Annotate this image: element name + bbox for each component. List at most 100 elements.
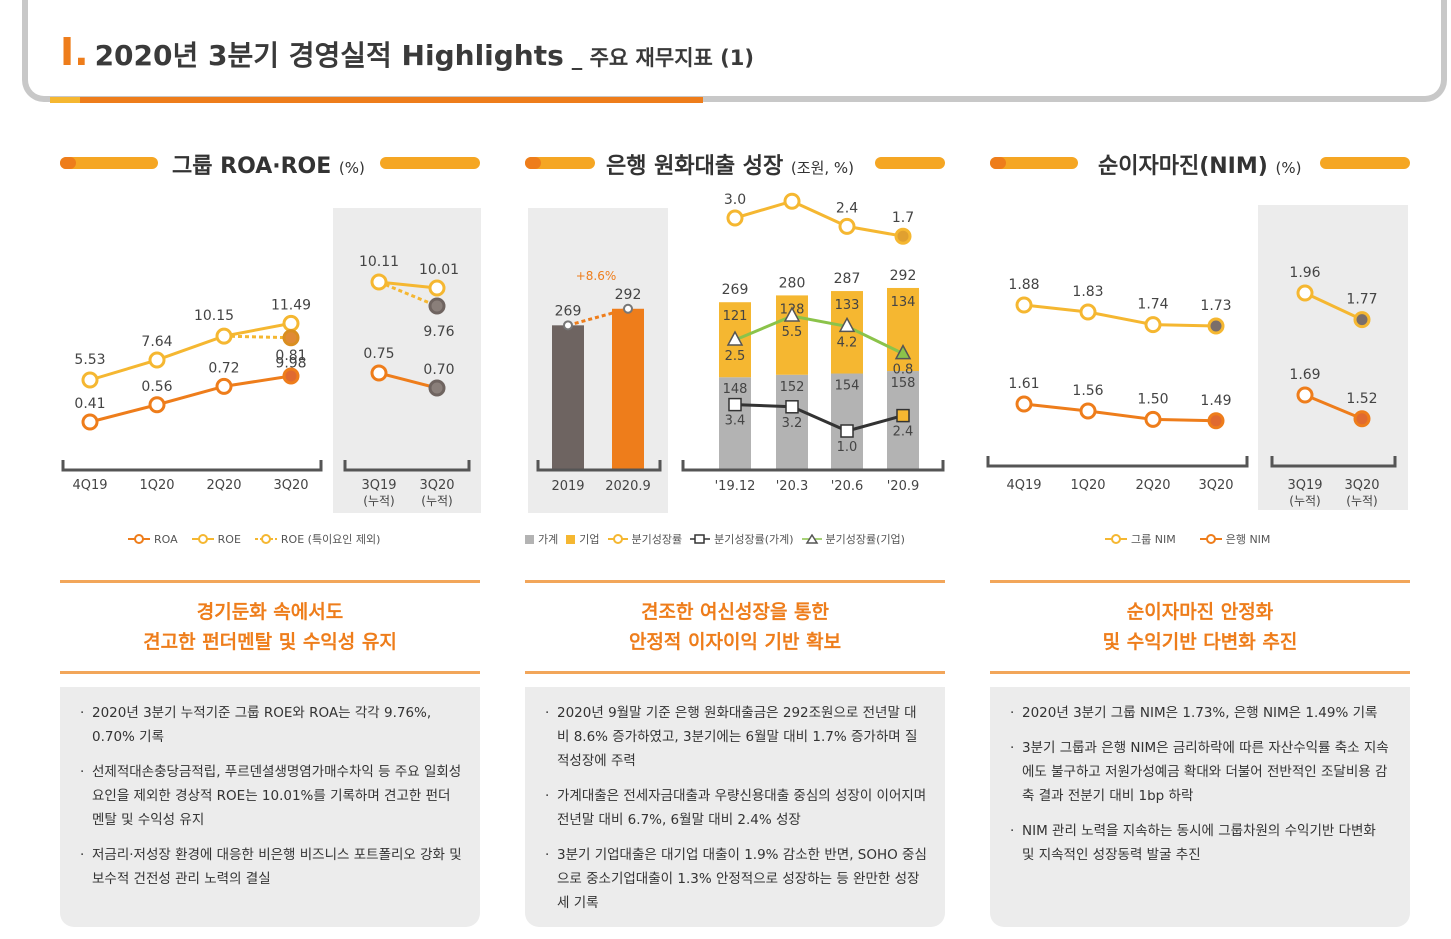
data-point (81, 413, 99, 431)
series-line (378, 280, 438, 308)
axis-bracket (1270, 456, 1397, 468)
data-point (1296, 284, 1314, 302)
summary-box-roa: 2020년 3분기 누적기준 그룹 ROE와 ROA는 각각 9.76%, 0.… (60, 687, 480, 927)
panel-title-roa: 그룹 ROA·ROE (%) (172, 154, 365, 179)
series-line (567, 307, 629, 327)
axis-bracket (343, 460, 471, 472)
data-label: 2Q20 (1135, 478, 1170, 493)
data-point (428, 279, 446, 297)
bar (612, 308, 644, 469)
data-label: 3Q20 (273, 478, 308, 493)
data-label: 2.4 (893, 425, 914, 440)
data-point (282, 367, 300, 385)
data-label: 292 (615, 287, 642, 303)
data-point (1144, 316, 1162, 334)
series-line (378, 280, 438, 290)
data-point (282, 329, 300, 347)
data-label: 269 (722, 282, 749, 298)
section-heading-loans: 견조한 여신성장을 통한 안정적 이자이익 기반 확보 (525, 580, 945, 674)
bullet-item: 2020년 3분기 누적기준 그룹 ROE와 ROA는 각각 9.76%, 0.… (80, 701, 462, 749)
data-label: 11.49 (271, 297, 311, 313)
title-bar-left (60, 157, 158, 169)
data-label: 152 (780, 380, 805, 395)
data-point (1144, 410, 1162, 428)
data-label: 0.70 (423, 362, 454, 378)
data-label: 1.73 (1200, 298, 1231, 314)
data-label: 1.96 (1289, 265, 1320, 281)
title-bar-right (1320, 157, 1410, 169)
legend-item: 기업 (566, 531, 600, 547)
bullet-item: 3분기 그룹과 은행 NIM은 금리하락에 따른 자산수익률 축소 지속에도 불… (1010, 736, 1392, 808)
data-label: 0.72 (208, 360, 239, 376)
data-label: 0.81 (275, 348, 306, 364)
data-label: 3.2 (782, 416, 803, 431)
legend-nim: 그룹 NIM 은행 NIM (1105, 531, 1270, 547)
page-title: 2020년 3분기 경영실적 Highlights (94, 39, 564, 72)
axis-bracket (986, 456, 1249, 468)
data-label: 0.8 (893, 363, 914, 378)
data-point (1079, 303, 1097, 321)
data-label: 154 (835, 379, 860, 394)
series-line (1023, 402, 1217, 423)
data-point (838, 217, 856, 235)
summary-box-loans: 2020년 9월말 기준 은행 원화대출금은 292조원으로 전년말 대비 8.… (525, 687, 945, 927)
bar (552, 325, 584, 469)
data-label: 7.64 (141, 334, 172, 350)
data-point (215, 377, 233, 395)
data-label: 292 (890, 268, 917, 284)
data-label: 1.74 (1137, 297, 1168, 313)
data-label: 121 (723, 309, 748, 324)
data-label: 4.2 (837, 335, 858, 350)
data-label: '20.3 (776, 479, 809, 494)
data-label: 1.0 (837, 440, 858, 455)
data-point (215, 327, 233, 345)
data-label: (누적) (363, 494, 394, 508)
bullet-item: 2020년 3분기 그룹 NIM은 1.73%, 은행 NIM은 1.49% 기… (1010, 701, 1392, 725)
series-line (223, 334, 292, 340)
data-label: 287 (834, 271, 861, 287)
data-label: 3Q20 (419, 478, 454, 493)
series-line (89, 374, 292, 424)
series-line (1304, 393, 1363, 421)
bullet-item: 2020년 9월말 기준 은행 원화대출금은 292조원으로 전년말 대비 8.… (545, 701, 927, 773)
data-point (81, 371, 99, 389)
data-label: 5.53 (74, 352, 105, 368)
data-label: '19.12 (715, 479, 756, 494)
title-bar-left (990, 157, 1078, 169)
data-label: 158 (891, 376, 916, 391)
series-line (89, 321, 292, 382)
data-label: 0.75 (363, 346, 394, 362)
data-label: 3Q20 (1344, 478, 1379, 493)
data-label: '20.9 (887, 479, 920, 494)
legend-item: ROE (특이요인 제외) (254, 531, 380, 547)
data-point (1207, 412, 1225, 430)
data-point (1015, 296, 1033, 314)
nim-chart: 1.88 1.83 1.74 1.73 1.61 1.56 1.50 1.49 1.96 1.77… (986, 205, 1408, 510)
bar-household (831, 373, 863, 469)
series-line (1304, 291, 1363, 321)
axis-bracket (536, 460, 662, 472)
page-header: I. 2020년 3분기 경영실적 Highlights _ 주요 재무지표 (… (60, 30, 754, 74)
data-point (148, 351, 166, 369)
data-label: '20.6 (831, 479, 864, 494)
section-heading-nim: 순이자마진 안정화 및 수익기반 다변화 추진 (990, 580, 1410, 674)
data-label: 269 (555, 303, 582, 319)
data-label: 1.49 (1200, 393, 1231, 409)
data-label: 2.4 (836, 200, 858, 216)
data-label: 1.83 (1072, 284, 1103, 300)
bullet-item: 3분기 기업대출은 대기업 대출이 1.9% 감소한 반면, SOHO 중심으로… (545, 843, 927, 915)
series-line (378, 371, 438, 390)
data-point (894, 344, 912, 360)
data-point (1353, 410, 1371, 428)
data-point (623, 303, 633, 314)
bar-household (719, 377, 751, 469)
data-label: 1.56 (1072, 383, 1103, 399)
data-label: 0.56 (141, 379, 172, 395)
page-subtitle: _ 주요 재무지표 (1) (571, 46, 754, 70)
legend-item: 분기성장률(기업) (801, 531, 905, 547)
data-point (282, 314, 300, 332)
section-number: I. (60, 30, 89, 74)
data-label: 148 (723, 382, 748, 397)
data-label: 1Q20 (1070, 478, 1105, 493)
underline-orange (80, 97, 703, 103)
